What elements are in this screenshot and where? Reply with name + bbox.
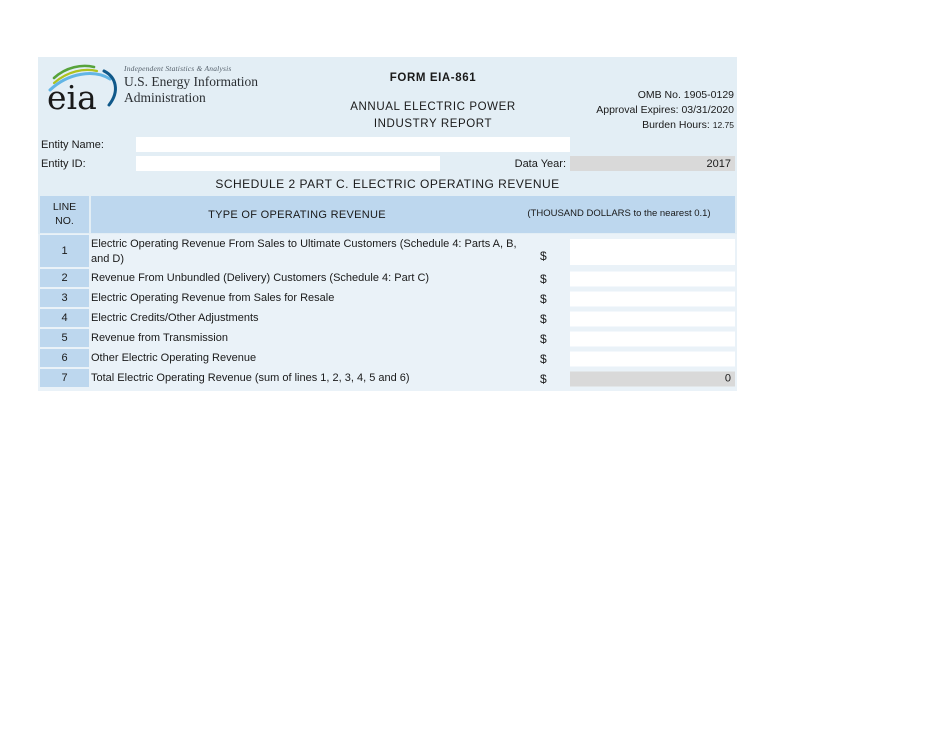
table-row: 5 Revenue from Transmission $ [38,329,737,348]
revenue-value-input-line3[interactable] [570,291,735,306]
row-label: Revenue From Unbundled (Delivery) Custom… [91,272,430,285]
data-year-label: Data Year: [514,158,566,170]
revenue-value-input-line1[interactable] [570,239,735,265]
schedule-title: SCHEDULE 2 PART C. ELECTRIC OPERATING RE… [215,177,560,191]
column-header-line-no: LINE NO. [40,196,89,233]
burden-hours: Burden Hours: 12.75 [642,119,734,132]
line-number-cell: 4 [40,309,89,327]
data-year-field: 2017 [570,156,735,171]
report-title-line1: ANNUAL ELECTRIC POWER [350,101,516,113]
omb-number: OMB No. 1905-0129 [637,89,734,101]
line-number-cell: 5 [40,329,89,347]
line-number-cell: 2 [40,269,89,287]
brand-text: Independent Statistics & Analysis U.S. E… [124,64,258,106]
table-row: 1 Electric Operating Revenue From Sales … [38,235,737,268]
revenue-value-input-line6[interactable] [570,351,735,366]
burden-hours-value: 12.75 [712,120,734,131]
dollar-sign: $ [540,351,547,366]
row-label: Electric Credits/Other Adjustments [91,312,259,325]
eia-861-form: eia Independent Statistics & Analysis U.… [38,57,737,391]
entity-name-input[interactable] [136,137,570,152]
logo-arc-darkblue [102,69,117,107]
brand-org-line1: U.S. Energy Information [124,74,258,89]
dollar-sign: $ [540,311,547,326]
brand-tagline: Independent Statistics & Analysis [124,64,232,73]
dollar-sign: $ [540,331,547,346]
total-revenue-value: 0 [570,371,735,386]
brand-org-line2: Administration [124,89,206,105]
row-label: Revenue from Transmission [91,332,228,345]
logo-arc-lightblue [48,72,112,92]
form-number-title: FORM EIA-861 [389,72,477,84]
dollar-sign: $ [540,271,547,286]
revenue-value-input-line4[interactable] [570,311,735,326]
row-label: Total Electric Operating Revenue (sum of… [91,372,410,385]
dollar-sign: $ [540,371,547,386]
entity-id-input[interactable] [136,156,440,171]
logo-arc-lime [52,68,99,85]
report-title-line2: INDUSTRY REPORT [373,117,493,130]
line-number-cell: 3 [40,289,89,307]
row-label: Electric Operating Revenue from Sales fo… [91,292,335,305]
row-label: Other Electric Operating Revenue [91,352,257,365]
logo-arc-green [52,64,96,80]
entity-name-label: Entity Name: [41,139,104,151]
column-header-main: TYPE OF OPERATING REVENUE (THOUSAND DOLL… [91,196,735,233]
eia-logo: eia [47,64,117,117]
column-header-amount: (THOUSAND DOLLARS to the nearest 0.1) [527,208,711,220]
entity-id-label: Entity ID: [41,158,86,170]
table-row: 4 Electric Credits/Other Adjustments $ [38,309,737,328]
omb-block: OMB No. 1905-0129 Approval Expires: 03/3… [596,88,734,134]
column-header-type: TYPE OF OPERATING REVENUE [208,208,386,221]
dollar-sign: $ [540,249,547,263]
table-row: 2 Revenue From Unbundled (Delivery) Cust… [38,269,737,288]
revenue-value-input-line5[interactable] [570,331,735,346]
dollar-sign: $ [540,291,547,306]
table-row: 6 Other Electric Operating Revenue $ [38,349,737,368]
line-number-cell: 6 [40,349,89,367]
revenue-value-input-line2[interactable] [570,271,735,286]
table-row: 3 Electric Operating Revenue from Sales … [38,289,737,308]
form-header-titles: FORM EIA-861 ANNUAL ELECTRIC POWER INDUS… [293,72,573,132]
row-label: Electric Operating Revenue From Sales to… [91,238,517,265]
line-number-cell: 7 [40,369,89,387]
approval-expires: Approval Expires: 03/31/2020 [596,104,734,117]
table-row-total: 7 Total Electric Operating Revenue (sum … [38,369,737,388]
line-number-cell: 1 [40,235,89,267]
logo-eia-text: eia [47,78,97,117]
